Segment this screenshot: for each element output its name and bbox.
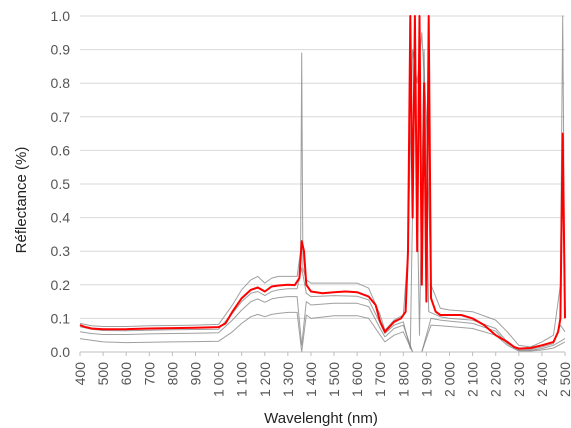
y-tick-label: 0.8 — [51, 75, 71, 91]
y-tick-label: 0.0 — [51, 344, 71, 360]
sample-reflectance-line — [79, 49, 566, 350]
y-tick-label: 0.3 — [51, 243, 71, 259]
x-tick-label: 1 600 — [349, 362, 365, 397]
x-tick-label: 1 800 — [395, 362, 411, 397]
series-lines — [79, 15, 566, 353]
sample-reflectance-line — [79, 15, 566, 348]
y-tick-label: 0.2 — [51, 277, 71, 293]
x-tick-label: 1 000 — [211, 362, 227, 397]
x-tick-label: 2 300 — [511, 362, 527, 397]
x-tick-label: 2 100 — [465, 362, 481, 397]
x-tick-label: 1 400 — [303, 362, 319, 397]
x-tick-label: 500 — [95, 362, 111, 386]
mean-reflectance-line — [79, 15, 566, 350]
x-tick-label: 2 400 — [534, 362, 550, 397]
y-tick-label: 0.7 — [51, 109, 71, 125]
x-tick-label: 2 200 — [488, 362, 504, 397]
y-axis-title: Réflectance (%) — [13, 147, 30, 254]
x-axis-title: Wavelenght (nm) — [264, 410, 378, 427]
x-tick-label: 2 500 — [557, 362, 571, 397]
x-tick-label: 400 — [72, 362, 88, 386]
y-tick-label: 0.9 — [51, 42, 71, 58]
sample-reflectance-line — [79, 296, 566, 353]
x-tick-label: 700 — [141, 362, 157, 386]
x-tick-label: 1 300 — [280, 362, 296, 397]
x-tick-label: 1 100 — [234, 362, 250, 397]
grid-lines — [80, 15, 565, 353]
x-tick-label: 1 900 — [418, 362, 434, 397]
y-tick-label: 0.4 — [51, 210, 71, 226]
x-tick-label: 1 200 — [257, 362, 273, 397]
sample-reflectance-line — [79, 311, 566, 353]
x-tick-label: 900 — [187, 362, 203, 386]
y-tick-label: 0.1 — [51, 310, 71, 326]
x-tick-label: 1 500 — [326, 362, 342, 397]
y-tick-label: 0.6 — [51, 142, 71, 158]
x-tick-label: 600 — [118, 362, 134, 386]
y-tick-label: 1.0 — [51, 8, 71, 24]
x-tick-label: 2 000 — [442, 362, 458, 397]
tick-labels: 0.0 0.1 0.2 0.3 0.4 0.5 0.6 0.7 0.8 0.9 1.0 400 500 6… — [51, 8, 571, 397]
x-tick-label: 800 — [164, 362, 180, 386]
y-tick-label: 0.5 — [51, 176, 71, 192]
axes — [79, 351, 566, 356]
x-tick-label: 1 700 — [372, 362, 388, 397]
